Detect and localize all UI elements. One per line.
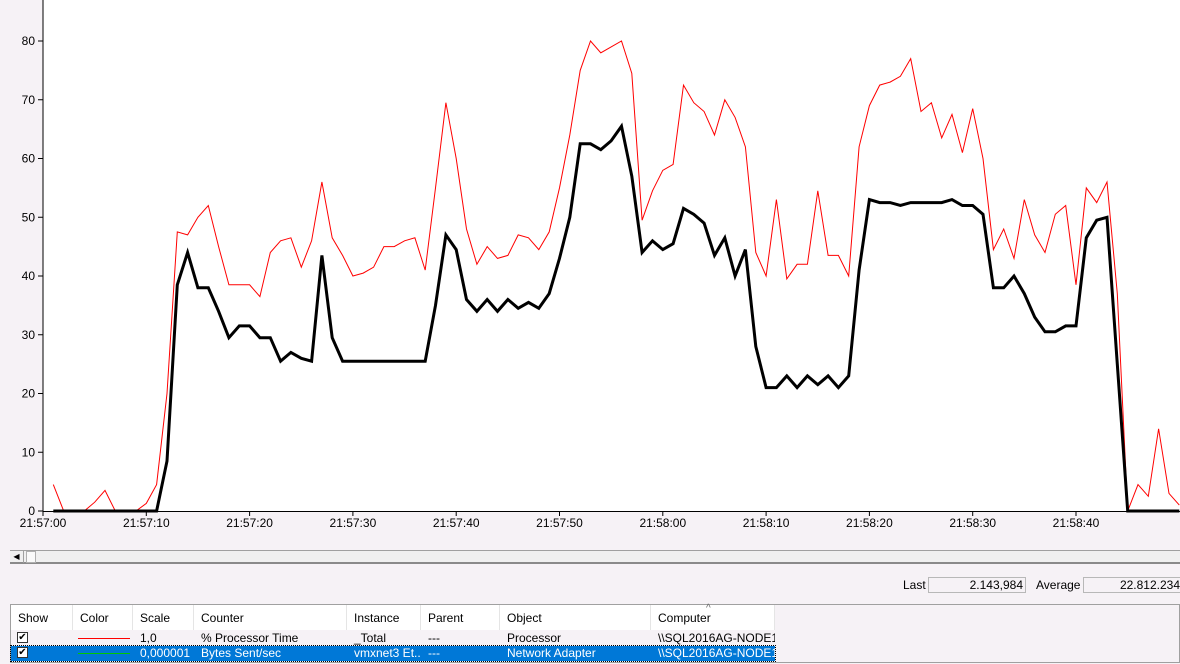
color-swatch	[78, 653, 130, 654]
column-scale[interactable]: Scale	[133, 605, 194, 630]
y-tick-label: 20	[22, 387, 36, 401]
scroll-thumb[interactable]	[26, 551, 36, 563]
last-value: 2.143,984	[928, 577, 1026, 593]
column-computer-label: Computer	[658, 611, 711, 625]
cell-object: Processor	[507, 631, 562, 645]
x-tick-label: 21:57:30	[330, 516, 377, 530]
x-tick-label: 21:58:20	[846, 516, 893, 530]
x-tick-label: 21:57:50	[536, 516, 583, 530]
performance-graph: 0 10 20 30 40 50 60 70 80 21:57:00 21:57:10 21:57:…	[20, 0, 1180, 530]
x-tick-label: 21:58:40	[1053, 516, 1100, 530]
show-checkbox[interactable]: ✔	[17, 647, 28, 658]
cell-instance: vmxnet3 Et...	[354, 646, 421, 660]
y-tick-label: 0	[28, 504, 35, 518]
cell-computer: \\SQL2016AG-NODE1	[658, 631, 775, 645]
series-line-bytes-sent-sec	[53, 122, 1180, 513]
column-show[interactable]: Show	[11, 605, 73, 630]
column-object[interactable]: Object	[500, 605, 651, 630]
cell-parent: ---	[428, 631, 440, 645]
cell-instance: _Total	[354, 631, 387, 645]
average-value: 22.812.234	[1083, 577, 1180, 593]
counter-row[interactable]: ✔ 1,0 % Processor Time _Total --- Processor \\…	[11, 631, 775, 646]
column-instance[interactable]: Instance	[347, 605, 421, 630]
y-tick-label: 50	[22, 210, 36, 224]
column-counter[interactable]: Counter	[194, 605, 347, 630]
y-tick-label: 10	[22, 445, 36, 459]
time-scrollbar[interactable]: ◀	[10, 550, 1180, 564]
x-tick-label: 21:58:10	[743, 516, 790, 530]
column-parent[interactable]: Parent	[421, 605, 500, 630]
y-tick-label: 60	[22, 152, 36, 166]
show-checkbox[interactable]: ✔	[17, 632, 28, 643]
x-tick-label: 21:57:40	[433, 516, 480, 530]
sort-ascending-icon: ^	[706, 603, 711, 614]
x-tick-label: 21:57:10	[123, 516, 170, 530]
column-color[interactable]: Color	[73, 605, 133, 630]
table-header: Show Color Scale Counter Instance Parent…	[11, 603, 775, 630]
color-swatch	[78, 638, 130, 639]
x-tick-label: 21:57:20	[226, 516, 273, 530]
counter-row[interactable]: ✔ 0,000001 Bytes Sent/sec vmxnet3 Et... --- N…	[10, 645, 776, 662]
y-tick-label: 40	[22, 269, 36, 283]
x-tick-label: 21:57:00	[20, 516, 67, 530]
y-tick-label: 70	[22, 93, 36, 107]
y-tick-label: 80	[22, 34, 36, 48]
column-computer[interactable]: Computer ^	[651, 603, 775, 630]
cell-counter: % Processor Time	[201, 631, 299, 645]
cell-scale: 1,0	[140, 631, 157, 645]
x-tick-label: 21:58:30	[949, 516, 996, 530]
series-line-processor-time	[52, 40, 1180, 512]
cell-computer: \\SQL2016AG-NODE1	[658, 646, 775, 660]
scroll-left-arrow-icon[interactable]: ◀	[10, 551, 24, 563]
x-tick-label: 21:58:00	[639, 516, 686, 530]
cell-scale: 0,000001	[140, 646, 191, 660]
last-label: Last	[903, 578, 926, 592]
cell-object: Network Adapter	[507, 646, 596, 660]
average-label: Average	[1036, 578, 1081, 592]
cell-counter: Bytes Sent/sec	[201, 646, 282, 660]
counter-legend-table: Show Color Scale Counter Instance Parent…	[10, 603, 1180, 663]
cell-parent: ---	[428, 646, 440, 660]
plot-area	[43, 0, 1180, 511]
y-tick-label: 30	[22, 328, 36, 342]
